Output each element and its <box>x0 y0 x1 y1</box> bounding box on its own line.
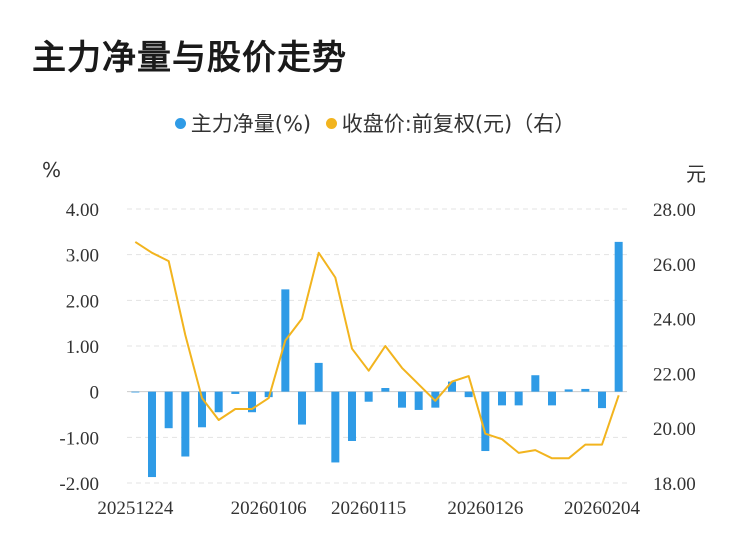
right-tick-label: 20.00 <box>653 419 696 440</box>
net-volume-bar <box>448 381 456 392</box>
net-volume-bar <box>214 391 223 413</box>
net-volume-bar <box>398 391 406 408</box>
net-volume-bar <box>614 241 623 392</box>
x-tick-label: 20260115 <box>331 498 406 519</box>
net-volume-bar <box>598 391 606 409</box>
legend-item-price[interactable]: 收盘价:前复权(元)（右） <box>325 108 576 138</box>
left-tick-label: 2.00 <box>66 291 99 312</box>
legend-item-net[interactable]: 主力净量(%) <box>174 108 312 138</box>
legend: 主力净量(%) 收盘价:前复权(元)（右） <box>0 108 750 138</box>
net-volume-bar <box>298 391 306 425</box>
net-volume-bar <box>498 391 506 406</box>
legend-dot-net <box>174 117 186 129</box>
right-tick-label: 18.00 <box>653 474 696 495</box>
net-volume-bar <box>364 391 373 402</box>
right-tick-label: 26.00 <box>653 255 696 276</box>
right-tick-label: 22.00 <box>653 364 696 385</box>
net-volume-bar <box>148 391 156 478</box>
net-volume-bar <box>581 388 590 392</box>
left-tick-label: -1.00 <box>59 428 99 449</box>
left-axis-unit: % <box>42 158 62 182</box>
net-volume-bar <box>381 388 390 392</box>
net-volume-bar <box>514 391 523 406</box>
legend-label-price: 收盘价:前复权(元)（右） <box>341 112 576 136</box>
legend-label-net: 主力净量(%) <box>190 112 312 136</box>
net-volume-bar <box>198 391 206 428</box>
net-volume-bar <box>181 391 190 457</box>
net-volume-bar <box>131 391 140 393</box>
net-volume-bar <box>548 391 556 406</box>
x-tick-label: 20251224 <box>97 498 174 519</box>
x-tick-label: 20260204 <box>564 498 641 519</box>
net-volume-bar <box>248 391 256 413</box>
left-tick-label: -2.00 <box>59 474 99 495</box>
net-volume-bar <box>481 391 490 452</box>
net-volume-bar <box>464 391 473 398</box>
net-volume-bar <box>264 391 273 398</box>
x-tick-label: 20260106 <box>231 498 307 519</box>
right-axis-unit: 元 <box>686 162 706 186</box>
net-volume-bar <box>414 391 423 410</box>
net-volume-bar <box>348 391 356 441</box>
right-tick-label: 28.00 <box>653 200 696 221</box>
net-volume-bar <box>314 362 323 392</box>
left-tick-label: 3.00 <box>66 246 99 267</box>
left-tick-label: 4.00 <box>66 200 99 221</box>
right-tick-label: 24.00 <box>653 310 696 331</box>
net-volume-bar <box>331 391 340 463</box>
chart-title: 主力净量与股价走势 <box>32 38 347 78</box>
legend-dot-price <box>325 117 337 129</box>
price-line <box>134 241 620 460</box>
net-volume-bar <box>164 391 173 429</box>
net-volume-bar <box>231 391 240 394</box>
net-volume-bar <box>531 375 540 392</box>
x-tick-label: 20260126 <box>447 498 523 519</box>
left-tick-label: 0 <box>90 383 100 404</box>
net-volume-bar <box>564 389 573 392</box>
left-tick-label: 1.00 <box>66 337 99 358</box>
